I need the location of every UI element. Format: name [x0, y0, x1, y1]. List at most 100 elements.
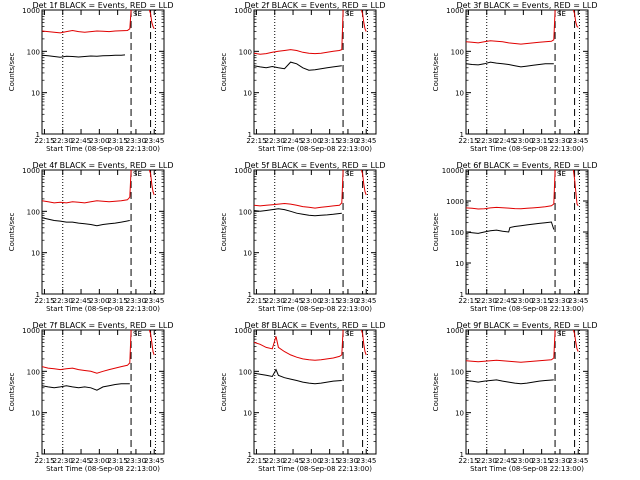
y-axis-label: Counts/sec [8, 213, 16, 252]
y-axis-label: Counts/sec [220, 53, 228, 92]
y-tick-label: 1000 [22, 167, 40, 175]
x-tick-label: 22:15 [458, 137, 478, 145]
lld-series-line [466, 330, 556, 363]
x-tick-label: 22:30 [265, 137, 285, 145]
panel-title: Det 9f BLACK = Events, RED = LLD [456, 321, 597, 330]
x-tick-label: 23:15 [532, 297, 552, 305]
x-axis-label: Start Time (08-Sep-08 22:13:00) [46, 305, 160, 313]
plot-frame [41, 329, 165, 455]
events-series-line [466, 379, 554, 385]
x-tick-label: 23:00 [513, 457, 533, 465]
panel-title: Det 5f BLACK = Events, RED = LLD [244, 161, 385, 170]
panel-det-7: Det 7f BLACK = Events, RED = LLD 1 10 100 10… [8, 321, 174, 473]
x-tick-label: 23:45 [144, 137, 164, 145]
y-tick-label: 10 [455, 410, 464, 418]
y-tick-label: 100 [239, 208, 252, 216]
y-axis-label: Counts/sec [432, 213, 440, 252]
panel-title: Det 6f BLACK = Events, RED = LLD [456, 161, 597, 170]
x-tick-label: 22:15 [34, 457, 54, 465]
panel-title: Det 2f BLACK = Events, RED = LLD [244, 1, 385, 10]
x-tick-label: 22:15 [246, 297, 266, 305]
x-tick-label: 23:30 [126, 457, 146, 465]
y-tick-label: 1 [248, 131, 252, 139]
x-axis-label: Start Time (08-Sep-08 22:13:00) [46, 145, 160, 153]
x-axis-label: Start Time (08-Sep-08 22:13:00) [46, 465, 160, 473]
lld-tail-series-line [572, 10, 579, 28]
x-tick-label: 23:30 [550, 457, 570, 465]
lld-series-line [254, 10, 344, 55]
y-axis-label: Counts/sec [220, 213, 228, 252]
x-tick-label: 23:00 [89, 297, 109, 305]
x-tick-label: 23:45 [568, 457, 588, 465]
x-axis-label: Start Time (08-Sep-08 22:13:00) [470, 145, 584, 153]
x-tick-label: 23:30 [338, 137, 358, 145]
events-series-line [42, 383, 130, 391]
lld-tail-series-line [148, 170, 155, 196]
x-tick-label: 22:45 [71, 297, 91, 305]
y-tick-label: 100 [451, 368, 464, 376]
x-tick-label: 22:45 [71, 137, 91, 145]
y-tick-label: 10 [31, 410, 40, 418]
lld-tail-series-line [148, 330, 155, 356]
y-tick-label: 1000 [446, 327, 464, 335]
plot-frame [41, 9, 165, 135]
x-tick-label: 23:15 [108, 137, 128, 145]
x-tick-label: 23:45 [356, 137, 376, 145]
y-axis-label: Counts/sec [220, 373, 228, 412]
x-tick-label: 23:00 [89, 457, 109, 465]
plot-frame [465, 329, 589, 455]
events-series-line [466, 61, 554, 68]
x-tick-label: 23:45 [356, 297, 376, 305]
y-tick-label: 1000 [234, 167, 252, 175]
plot-frame [253, 169, 377, 295]
x-axis-label: Start Time (08-Sep-08 22:13:00) [470, 305, 584, 313]
y-tick-label: 100 [451, 48, 464, 56]
panel-det-2: Det 2f BLACK = Events, RED = LLD 1 10 100 10… [220, 1, 386, 153]
x-tick-label: 23:00 [301, 297, 321, 305]
panel-title: Det 1f BLACK = Events, RED = LLD [32, 1, 173, 10]
events-series-line [42, 217, 130, 227]
x-tick-label: 22:15 [34, 297, 54, 305]
y-tick-label: 1000 [446, 7, 464, 15]
lld-tail-series-line [360, 170, 367, 196]
y-tick-label: 100 [27, 368, 40, 376]
y-tick-label: 10 [243, 90, 252, 98]
x-tick-label: 23:15 [108, 297, 128, 305]
panel-det-3: Det 3f BLACK = Events, RED = LLD 1 10 100 10… [432, 1, 598, 153]
x-tick-label: 23:15 [320, 137, 340, 145]
y-tick-label: 100 [451, 229, 464, 237]
x-tick-label: 23:00 [513, 297, 533, 305]
x-tick-label: 23:15 [532, 457, 552, 465]
x-tick-label: 23:30 [126, 137, 146, 145]
x-tick-label: 22:45 [495, 137, 515, 145]
se-annotation: SE [133, 10, 142, 18]
x-tick-label: 23:45 [144, 297, 164, 305]
panel-title: Det 7f BLACK = Events, RED = LLD [32, 321, 173, 330]
se-annotation: SE [133, 330, 142, 338]
panel-det-6: Det 6f BLACK = Events, RED = LLD 1 10 100 10… [432, 161, 598, 313]
x-tick-label: 22:30 [53, 137, 73, 145]
x-tick-label: 23:15 [532, 137, 552, 145]
x-tick-label: 23:30 [338, 457, 358, 465]
y-tick-label: 1 [36, 451, 40, 459]
plot-frame [465, 9, 589, 135]
lld-series-line [42, 330, 132, 374]
x-tick-label: 23:30 [126, 297, 146, 305]
lld-series-line [254, 330, 344, 361]
x-tick-label: 22:45 [495, 457, 515, 465]
y-tick-label: 100 [27, 48, 40, 56]
plot-frame [253, 329, 377, 455]
y-tick-label: 100 [27, 208, 40, 216]
lld-tail-series-line [360, 330, 367, 356]
x-tick-label: 23:45 [568, 137, 588, 145]
x-tick-label: 22:30 [477, 137, 497, 145]
plot-frame [253, 9, 377, 135]
x-tick-label: 22:15 [34, 137, 54, 145]
x-axis-label: Start Time (08-Sep-08 22:13:00) [470, 465, 584, 473]
panel-title: Det 8f BLACK = Events, RED = LLD [244, 321, 385, 330]
x-tick-label: 23:00 [301, 137, 321, 145]
y-tick-label: 1000 [22, 327, 40, 335]
y-tick-label: 1 [460, 291, 464, 299]
y-tick-label: 1 [36, 131, 40, 139]
